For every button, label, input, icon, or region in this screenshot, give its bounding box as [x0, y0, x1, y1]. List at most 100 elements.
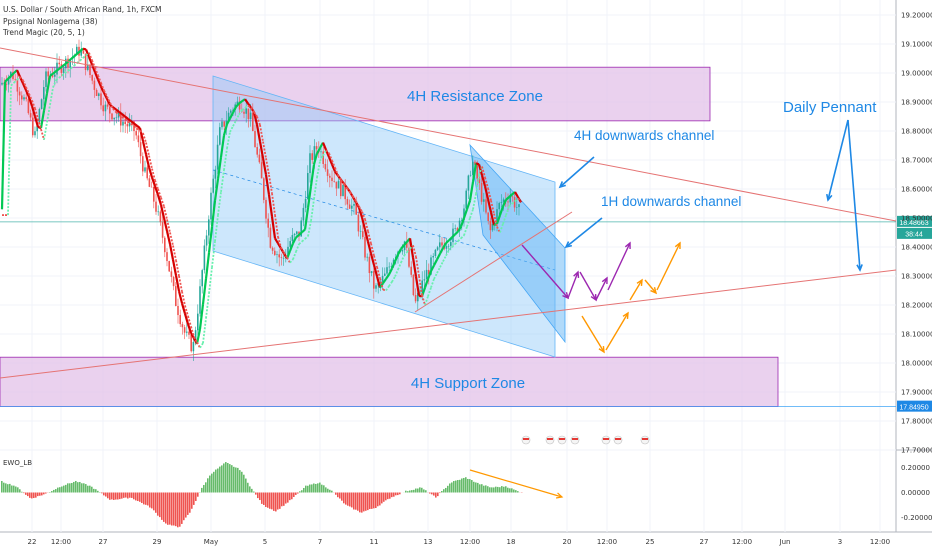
candle-body: [364, 237, 366, 258]
nonlagema-segment: [39, 110, 46, 129]
oscillator-bar: [77, 482, 79, 493]
trend-magic-segment: [97, 74, 102, 84]
candle-body: [197, 313, 199, 331]
nonlagema-segment: [306, 185, 313, 209]
orange-arrow-1: [581, 315, 605, 353]
trend-magic-segment: [400, 255, 405, 264]
trend-magic-segment: [151, 168, 156, 181]
nonlagema-segment: [204, 252, 211, 280]
nonlagema-segment: [7, 75, 12, 80]
oscillator-bar: [459, 479, 461, 493]
trend-magic-segment: [226, 131, 231, 149]
oscillator-bar: [407, 491, 409, 493]
trend-magic-segment: [445, 249, 450, 257]
trend-magic-segment: [193, 336, 198, 343]
oscillator-bar: [511, 488, 513, 493]
nonlagema-segment: [514, 191, 519, 198]
oscillator-bar: [181, 492, 183, 524]
candle-body: [54, 74, 56, 77]
trend-magic-segment: [325, 149, 330, 154]
nonlagema-segment: [357, 207, 364, 218]
time-tick-label: 25: [646, 538, 655, 546]
nonlagema-segment: [298, 231, 303, 236]
nonlagema-segment: [426, 270, 433, 280]
candle-body: [280, 257, 283, 258]
oscillator-bar: [405, 490, 407, 493]
candle-body: [14, 79, 16, 80]
trend-magic-segment: [505, 206, 510, 216]
price-tick-label: 18.80000: [901, 128, 932, 136]
oscillator-bar: [489, 487, 491, 493]
oscillator-bar: [339, 492, 341, 499]
candle-body: [509, 196, 511, 203]
candle-body: [260, 162, 263, 179]
candle-body: [124, 121, 126, 125]
oscillator-bar: [153, 492, 155, 511]
nonlagema-segment: [483, 185, 490, 200]
oscillator-bar: [85, 484, 87, 493]
candle-body: [109, 106, 111, 114]
trend-magic-segment: [190, 326, 195, 338]
oscillator-bar: [451, 482, 453, 493]
nonlagema-segment: [442, 242, 447, 249]
pennant-lower-line: [0, 269, 897, 379]
trend-magic-segment: [313, 177, 318, 200]
candle-body: [93, 80, 96, 90]
trend-magic-segment: [295, 243, 300, 253]
trend-magic-segment: [46, 104, 51, 123]
trend-magic-segment: [292, 251, 297, 260]
trend-magic-segment: [145, 142, 150, 156]
event-flag-stripe: [547, 438, 553, 440]
candle-body: [221, 121, 223, 128]
candle-body: [406, 241, 408, 248]
time-tick-label: 11: [370, 538, 379, 546]
candle-body: [18, 91, 21, 96]
oscillator-bar: [71, 482, 73, 493]
oscillator-bar: [253, 491, 255, 493]
orange-arrow-2-head: [622, 311, 629, 320]
oscillator-bar: [73, 481, 75, 493]
candle-body: [289, 241, 291, 247]
trend-magic-segment: [154, 180, 159, 190]
oscillator-bar: [165, 492, 167, 524]
candle-body: [192, 341, 195, 352]
nonlagema-segment: [459, 217, 466, 228]
oscillator-bar: [387, 492, 389, 500]
trend-magic-segment: [22, 79, 27, 88]
event-flag-stripe: [615, 438, 621, 440]
candle-body: [516, 207, 518, 208]
oscillator-bar: [481, 484, 483, 493]
nonlagema-segment: [312, 153, 319, 165]
oscillator-bar: [7, 484, 9, 493]
trend-magic-segment: [514, 197, 519, 202]
candle-body: [478, 178, 481, 184]
price-axis[interactable]: [896, 0, 932, 550]
oscillator-bar: [91, 486, 93, 493]
oscillator-bar: [297, 492, 299, 494]
purple-arrow-2-head: [573, 270, 580, 279]
trend-magic-segment: [457, 237, 462, 242]
candle-body: [82, 50, 85, 54]
purple-arrow-4-head: [601, 276, 608, 285]
oscillator-bar: [383, 492, 385, 502]
trend-magic-segment: [490, 200, 495, 214]
oscillator-bar: [155, 492, 157, 513]
oscillator-bar: [1, 480, 3, 493]
trend-magic-segment: [235, 114, 240, 121]
nonlagema-segment: [216, 156, 223, 180]
nonlagema-segment: [156, 194, 163, 206]
nonlagema-segment: [270, 216, 277, 239]
oscillator-bar: [393, 492, 395, 497]
oscillator-bar: [211, 473, 213, 493]
orange-arrow-4-head: [650, 287, 658, 295]
support-zone-label: 4H Support Zone: [411, 375, 525, 392]
trend-magic-segment: [280, 247, 285, 254]
candle-body: [384, 273, 386, 276]
oscillator-bar: [257, 492, 259, 499]
oscillator-bar: [269, 492, 271, 509]
candle-body: [353, 203, 355, 206]
nonlagema-segment: [303, 207, 310, 230]
candle-body: [34, 131, 36, 136]
candle-body: [287, 246, 289, 256]
